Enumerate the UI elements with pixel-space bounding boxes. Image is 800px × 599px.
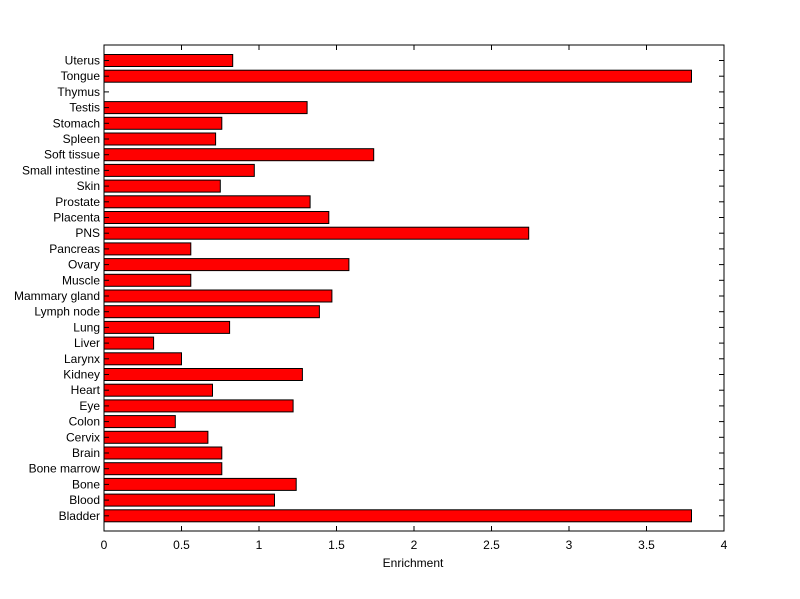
bar-blood [103,493,275,507]
x-axis-ticks: 0 0.5 1 1.5 2 2.5 3 3.5 4 [101,45,728,552]
x-tick-label-0: 0 [101,538,108,552]
y-tick-label-muscle: Muscle [62,273,100,287]
bar-testis [103,101,308,115]
x-tick-label-1: 0.5 [173,538,190,552]
plot-frame [103,44,725,532]
x-tick-label-5: 2.5 [483,538,500,552]
bar-prostate [103,195,311,209]
y-tick-label-thymus: Thymus [57,85,100,99]
bar-colon [103,415,176,429]
y-tick-label-small-intestine: Small intestine [22,163,100,177]
y-tick-label-pancreas: Pancreas [49,242,100,256]
bar-larynx [103,352,182,366]
bar-pns [103,226,530,240]
bar-stomach [103,116,223,130]
y-tick-label-heart: Heart [71,383,101,397]
y-tick-label-mammary-gland: Mammary gland [14,289,100,303]
bar-ovary [103,258,350,272]
bar-soft-tissue [103,148,375,162]
x-tick-label-6: 3 [566,538,573,552]
y-tick-label-brain: Brain [72,446,100,460]
bar-skin [103,179,221,193]
y-tick-label-placenta: Placenta [53,211,100,225]
y-tick-label-bone: Bone [72,477,100,491]
y-tick-label-tongue: Tongue [61,69,101,83]
x-tick-label-8: 4 [721,538,728,552]
y-tick-label-soft-tissue: Soft tissue [44,148,100,162]
bar-placenta [103,211,330,224]
bar-muscle [103,273,192,287]
x-tick-label-2: 1 [256,538,263,552]
bar-lymph-node [103,305,320,319]
y-tick-label-stomach: Stomach [53,116,100,130]
y-tick-label-skin: Skin [77,179,100,193]
x-axis-title: Enrichment [383,556,444,570]
y-tick-label-cervix: Cervix [66,430,100,444]
bar-bone [103,477,297,491]
bar-spleen [103,132,217,146]
y-tick-label-blood: Blood [69,493,100,507]
bars-group [103,54,692,523]
bar-small-intestine [103,163,255,177]
bar-tongue [103,69,692,83]
x-tick-label-4: 2 [411,538,418,552]
y-tick-label-colon: Colon [69,415,100,429]
bar-pancreas [103,242,192,256]
bar-brain [103,446,223,460]
y-tick-label-testis: Testis [69,101,100,115]
y-tick-label-eye: Eye [79,399,100,413]
y-tick-label-larynx: Larynx [64,352,100,366]
bar-liver [103,336,155,350]
y-tick-label-uterus: Uterus [65,54,100,68]
bar-mammary-gland [103,289,333,303]
bar-cervix [103,430,209,444]
bar-eye [103,399,294,413]
y-tick-label-bladder: Bladder [59,509,100,523]
y-tick-label-lung: Lung [73,320,100,334]
y-tick-label-prostate: Prostate [55,195,100,209]
y-tick-label-bone-marrow: Bone marrow [29,462,101,476]
y-tick-label-pns: PNS [75,226,100,240]
x-tick-label-7: 3.5 [638,538,655,552]
bar-kidney [103,368,303,381]
y-tick-label-ovary: Ovary [68,258,100,272]
bar-heart [103,383,213,397]
y-tick-label-kidney: Kidney [63,368,100,382]
y-tick-label-spleen: Spleen [63,132,100,146]
bar-bone-marrow [103,462,223,476]
x-tick-label-3: 1.5 [328,538,345,552]
y-tick-label-liver: Liver [74,336,100,350]
bar-uterus [103,54,234,67]
y-tick-label-lymph-node: Lymph node [34,305,100,319]
bar-lung [103,320,231,334]
bar-bladder [103,509,692,523]
